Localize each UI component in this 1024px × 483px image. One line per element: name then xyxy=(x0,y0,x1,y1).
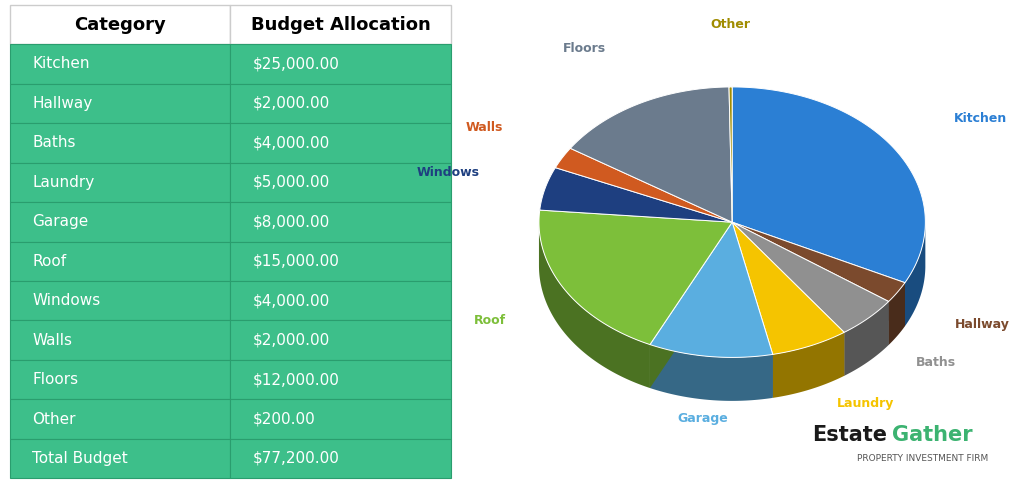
Text: Laundry: Laundry xyxy=(838,397,895,410)
Polygon shape xyxy=(650,344,773,401)
Polygon shape xyxy=(650,222,732,388)
Polygon shape xyxy=(732,222,889,345)
Polygon shape xyxy=(732,222,773,398)
Polygon shape xyxy=(732,222,905,301)
Polygon shape xyxy=(539,222,650,388)
Polygon shape xyxy=(773,332,844,398)
Polygon shape xyxy=(732,222,844,355)
Polygon shape xyxy=(650,222,773,357)
Polygon shape xyxy=(732,222,905,326)
Polygon shape xyxy=(570,87,732,222)
Polygon shape xyxy=(905,224,926,326)
Polygon shape xyxy=(889,283,905,345)
Text: Hallway: Hallway xyxy=(955,318,1010,331)
Polygon shape xyxy=(732,222,889,332)
Polygon shape xyxy=(555,148,732,222)
Text: Estate: Estate xyxy=(812,425,887,445)
Polygon shape xyxy=(732,87,926,283)
Polygon shape xyxy=(732,222,844,376)
Text: Garage: Garage xyxy=(677,412,728,426)
Text: Gather: Gather xyxy=(892,425,972,445)
Text: Roof: Roof xyxy=(474,314,506,327)
Polygon shape xyxy=(844,301,889,376)
Text: Windows: Windows xyxy=(417,166,479,179)
Text: Floors: Floors xyxy=(563,43,606,56)
Text: Kitchen: Kitchen xyxy=(954,112,1008,125)
Polygon shape xyxy=(540,168,732,222)
Polygon shape xyxy=(732,222,905,326)
Polygon shape xyxy=(732,222,773,398)
Text: Baths: Baths xyxy=(915,356,956,369)
Polygon shape xyxy=(539,210,732,344)
Polygon shape xyxy=(729,87,732,222)
Text: Other: Other xyxy=(710,18,750,30)
Text: PROPERTY INVESTMENT FIRM: PROPERTY INVESTMENT FIRM xyxy=(857,455,988,463)
Polygon shape xyxy=(732,222,889,345)
Polygon shape xyxy=(732,222,844,376)
Polygon shape xyxy=(650,222,732,388)
Text: Walls: Walls xyxy=(466,121,503,134)
